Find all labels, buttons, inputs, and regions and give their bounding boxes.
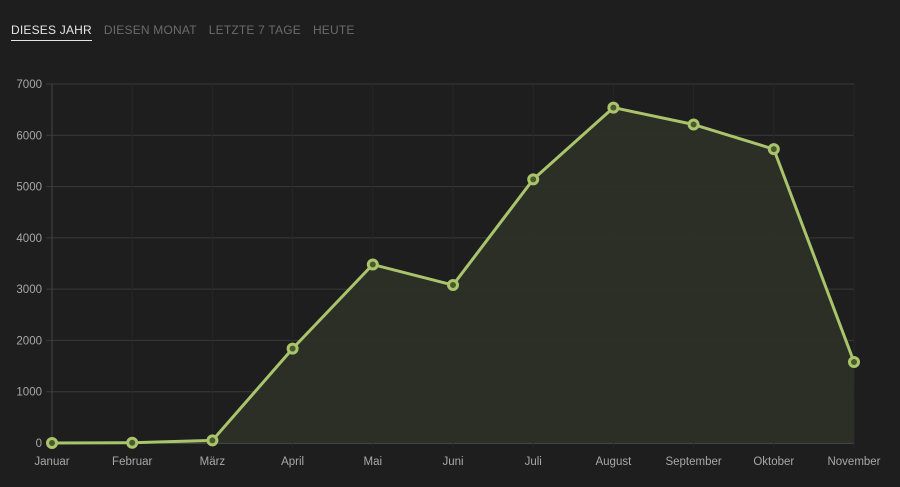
x-tick-label: November [827, 456, 880, 468]
series-points [46, 101, 860, 449]
period-tabs: DIESES JAHR DIESEN MONAT LETZTE 7 TAGE H… [11, 23, 355, 41]
y-tick-label: 6000 [16, 130, 42, 142]
y-tick-label: 4000 [16, 233, 42, 245]
tab-letzte-7-tage[interactable]: LETZTE 7 TAGE [208, 23, 301, 37]
x-tick-label: September [665, 456, 721, 468]
data-point-märz[interactable] [206, 434, 219, 447]
x-tick-label: Februar [112, 456, 152, 468]
x-axis: Januar Februar März April Mai Juni Juli August S… [34, 456, 880, 468]
tab-heute[interactable]: HEUTE [312, 23, 355, 37]
data-point-august[interactable] [607, 101, 620, 114]
series-area [52, 107, 854, 443]
x-tick-label: August [595, 456, 632, 468]
y-tick-label: 2000 [16, 335, 42, 347]
tab-diesen-monat[interactable]: DIESEN MONAT [103, 23, 197, 37]
x-tick-label: Juni [442, 456, 463, 468]
y-tick-label: 7000 [16, 79, 42, 91]
tab-dieses-jahr[interactable]: DIESES JAHR [11, 23, 92, 41]
data-point-oktober[interactable] [767, 143, 780, 156]
data-point-juni[interactable] [447, 279, 459, 292]
data-point-april[interactable] [286, 342, 299, 355]
y-tick-label: 3000 [16, 284, 42, 296]
x-tick-label: Januar [34, 456, 69, 468]
data-point-juli[interactable] [527, 173, 540, 186]
data-point-mai[interactable] [366, 258, 379, 271]
x-tick-label: April [281, 456, 304, 468]
y-tick-label: 0 [36, 438, 42, 450]
data-point-september[interactable] [687, 118, 700, 131]
data-point-januar[interactable] [46, 437, 58, 449]
y-axis: 0 1000 2000 3000 4000 5000 6000 7000 [16, 79, 42, 450]
data-point-november[interactable] [848, 355, 860, 368]
y-tick-label: 5000 [16, 182, 42, 194]
x-tick-label: Juli [525, 456, 542, 468]
x-tick-label: Mai [364, 456, 383, 468]
x-tick-label: Oktober [753, 456, 794, 468]
y-tick-label: 1000 [16, 387, 42, 399]
data-point-februar[interactable] [126, 436, 139, 449]
x-tick-label: März [200, 456, 226, 468]
